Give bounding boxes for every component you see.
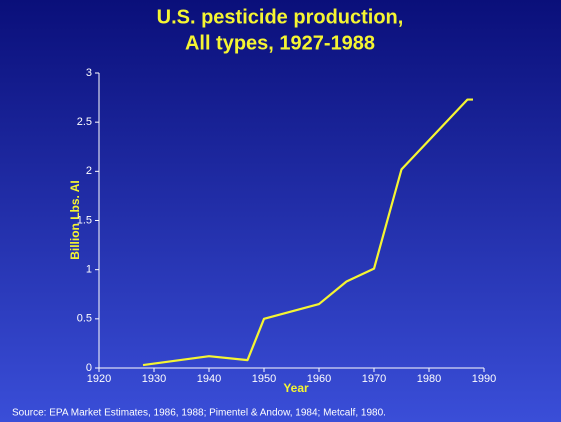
x-tick-label: 1970 bbox=[362, 373, 386, 385]
x-tick-label: 1960 bbox=[307, 373, 331, 385]
y-tick-label: 0.5 bbox=[77, 313, 92, 325]
y-tick-label: 3 bbox=[86, 67, 92, 79]
x-tick-label: 1930 bbox=[142, 373, 166, 385]
x-tick-label: 1980 bbox=[417, 373, 441, 385]
y-axis-label: Billion Lbs. AI bbox=[68, 180, 82, 260]
x-tick-label: 1990 bbox=[472, 373, 496, 385]
x-tick-label: 1920 bbox=[87, 373, 111, 385]
chart-subtitle: All types, 1927-1988 bbox=[185, 32, 375, 54]
x-axis-label: Year bbox=[283, 381, 309, 395]
y-tick-label: 0 bbox=[86, 362, 92, 374]
x-tick-label: 1940 bbox=[197, 373, 221, 385]
y-tick-label: 1 bbox=[86, 264, 92, 276]
x-tick-label: 1950 bbox=[252, 373, 276, 385]
data-line bbox=[142, 98, 473, 367]
chart-title: U.S. pesticide production, bbox=[157, 6, 404, 28]
y-tick-label: 2 bbox=[86, 165, 92, 177]
source-note: Source: EPA Market Estimates, 1986, 1988… bbox=[12, 408, 386, 419]
y-tick-label: 1.5 bbox=[77, 214, 92, 226]
y-tick-label: 2.5 bbox=[77, 116, 92, 128]
